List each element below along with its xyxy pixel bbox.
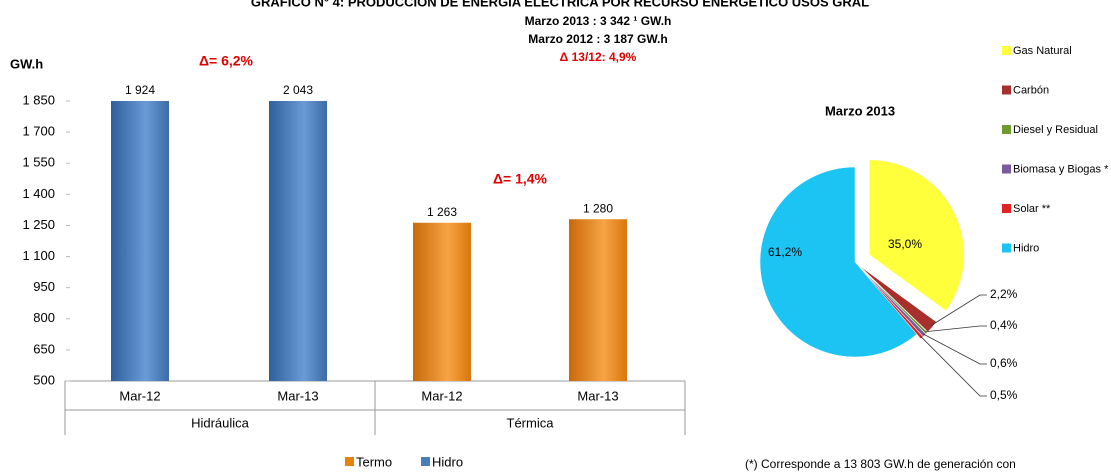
legend-label: Gas Natural	[1013, 45, 1072, 57]
annotation: Marzo 2013 : 3 342 ¹ GW.h	[525, 14, 672, 28]
legend-swatch	[421, 457, 430, 466]
data-label: 0,5%	[990, 388, 1018, 402]
x-tick-label: Mar-12	[119, 388, 160, 403]
data-label: 61,2%	[768, 245, 802, 259]
y-tick-label: 1 700	[22, 124, 55, 139]
legend-label: Biomasa y Biogas *	[1013, 163, 1109, 175]
bar	[111, 101, 169, 381]
pie-title: Marzo 2013	[825, 103, 895, 118]
legend-swatch	[1002, 204, 1011, 213]
footnote: (*) Corresponde a 13 803 GW.h de generac…	[745, 457, 1016, 471]
pie-slice	[759, 166, 918, 358]
y-tick-label: 950	[33, 279, 55, 294]
leader-line	[920, 335, 987, 397]
legend-label: Termo	[356, 454, 392, 469]
leader-line	[930, 294, 987, 327]
bars	[111, 101, 627, 381]
y-tick-label: 800	[33, 310, 55, 325]
legend-label: Carbón	[1013, 84, 1049, 96]
group-label: Hidráulica	[191, 415, 250, 430]
y-tick-label: 1 400	[22, 186, 55, 201]
x-tick-label: Mar-13	[277, 388, 318, 403]
bar	[413, 222, 471, 381]
group-label: Térmica	[507, 415, 555, 430]
data-label: 1 924	[125, 83, 155, 97]
annotation: Δ= 1,4%	[493, 171, 548, 187]
data-label: 2,2%	[990, 287, 1018, 301]
legend-label: Hidro	[432, 454, 463, 469]
legend-swatch	[1002, 46, 1011, 55]
annotation: Δ= 6,2%	[199, 53, 254, 69]
bar	[269, 101, 327, 381]
x-tick-label: Mar-12	[421, 388, 462, 403]
legend-label: Hidro	[1013, 242, 1039, 254]
pie-slice	[869, 159, 965, 312]
legend-swatch	[1002, 164, 1011, 174]
data-label: 2 043	[283, 83, 313, 97]
bar	[569, 219, 627, 381]
legend-label: Solar **	[1013, 203, 1051, 215]
data-label: 0,6%	[990, 356, 1018, 370]
y-axis-label: GW.h	[10, 56, 43, 71]
y-tick-label: 1 250	[22, 217, 55, 232]
x-tick-label: Mar-13	[577, 388, 618, 403]
y-tick-label: 650	[33, 341, 55, 356]
legend-swatch	[1002, 85, 1011, 95]
y-tick-label: 1 550	[22, 155, 55, 170]
y-tick-label: 1 850	[22, 92, 55, 107]
annotation: Marzo 2012 : 3 187 GW.h	[528, 32, 667, 46]
legend-label: Diesel y Residual	[1013, 124, 1098, 136]
leader-line	[925, 325, 987, 333]
data-label: 0,4%	[990, 318, 1018, 332]
y-tick-label: 1 100	[22, 248, 55, 263]
data-label: 1 263	[427, 205, 457, 219]
legend-swatch	[345, 457, 354, 466]
data-label: 35,0%	[888, 237, 922, 251]
y-tick-label: 500	[33, 372, 55, 387]
annotation: Δ 13/12: 4,9%	[560, 50, 637, 64]
leader-line	[922, 333, 987, 365]
legend-swatch	[1002, 125, 1011, 134]
chart-title: GRÁFICO N° 4: PRODUCCIÓN DE ENERGÍA ELÉC…	[251, 0, 869, 9]
legend-swatch	[1002, 243, 1011, 253]
data-label: 1 280	[583, 201, 613, 215]
